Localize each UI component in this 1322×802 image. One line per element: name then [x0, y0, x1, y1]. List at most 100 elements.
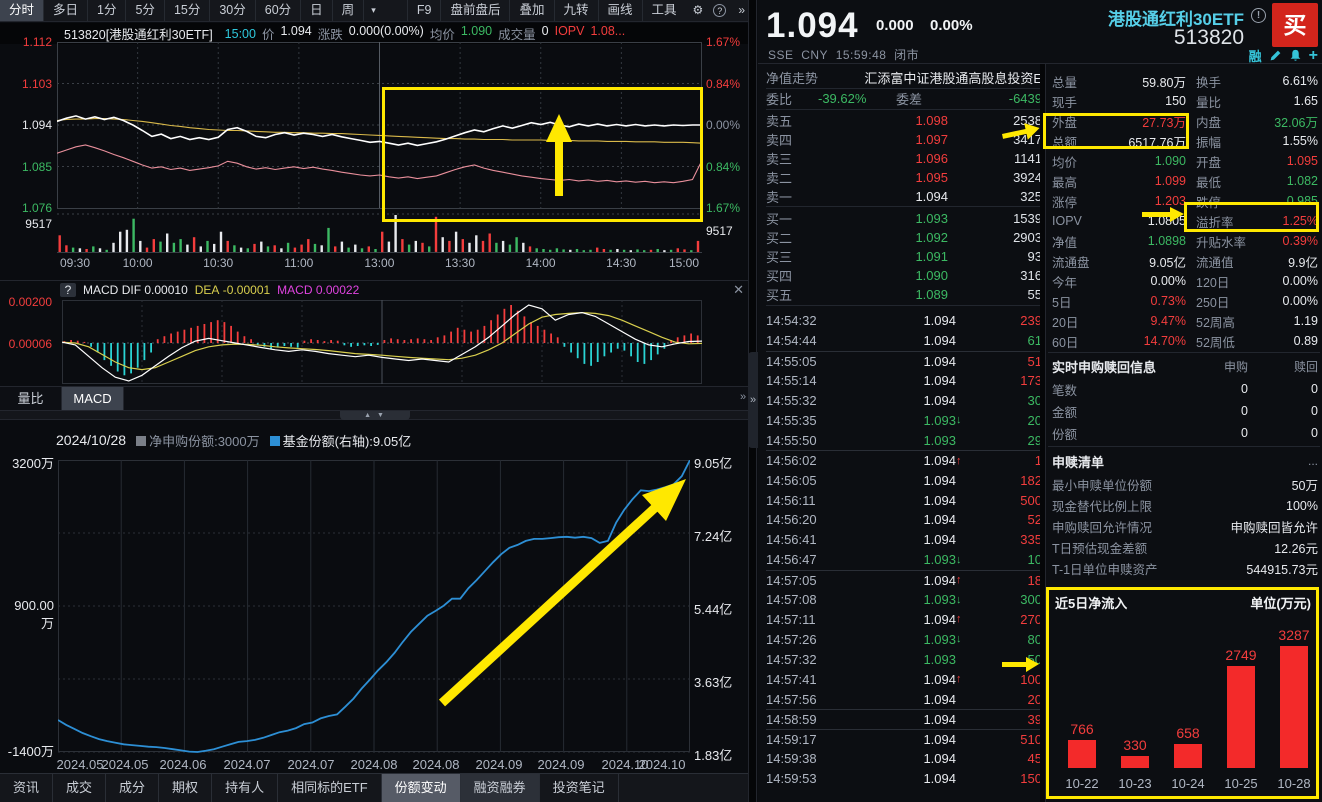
dropdown-caret-icon[interactable]: ▾	[371, 5, 376, 15]
macd-tabs-more-icon[interactable]: »	[740, 391, 747, 403]
info-icon[interactable]: !	[1251, 8, 1266, 23]
tick-row[interactable]: 14:54:44 1.094 61	[766, 331, 1042, 351]
period-tab-1分[interactable]: 1分	[88, 0, 127, 21]
tick-row[interactable]: 14:59:38 1.094 45	[766, 749, 1042, 769]
stat-value: 150	[1165, 94, 1186, 108]
period-tab-15分[interactable]: 15分	[165, 0, 211, 21]
margin-flag-icon[interactable]: 融	[1248, 49, 1262, 64]
tick-row[interactable]: 14:55:35 1.093 ↓ 20	[766, 411, 1042, 431]
toolbar-action-工具[interactable]: 工具	[641, 0, 686, 21]
tick-row[interactable]: 14:59:53 1.094 150	[766, 769, 1042, 789]
order-book-row-卖三[interactable]: 卖三 1.096 1141	[766, 149, 1042, 168]
order-book-row-买五[interactable]: 买五 1.089 55	[766, 285, 1042, 304]
order-book-row-卖一[interactable]: 卖一 1.094 325	[766, 187, 1042, 206]
tick-price: 1.094	[923, 671, 956, 687]
tick-row[interactable]: 14:57:05 1.094 ↑ 18	[766, 569, 1042, 590]
tick-row[interactable]: 14:57:26 1.093 ↓ 80	[766, 629, 1042, 649]
order-book-row-买三[interactable]: 买三 1.091 93	[766, 247, 1042, 266]
tick-row[interactable]: 14:57:32 1.093 50	[766, 649, 1042, 669]
macd-chart[interactable]	[62, 300, 702, 384]
indicator-tab-量比[interactable]: 量比	[0, 387, 62, 410]
bottom-tab-成交[interactable]: 成交	[53, 774, 107, 802]
toolbar-action-盘前盘后[interactable]: 盘前盘后	[440, 0, 509, 21]
bottom-tab-投资笔记[interactable]: 投资笔记	[540, 774, 619, 802]
share-y-right-label: 9.05亿	[694, 456, 733, 471]
tick-row[interactable]: 14:56:47 1.093 ↓ 10	[766, 550, 1042, 570]
net-inflow-panel: 近5日净流入 单位(万元) 766 10-22 330 10-23 658 10-24 27…	[1046, 587, 1319, 799]
period-tab-60分[interactable]: 60分	[256, 0, 302, 21]
tick-row[interactable]: 14:56:11 1.094 500	[766, 490, 1042, 510]
tick-row[interactable]: 14:54:32 1.094 239	[766, 311, 1042, 331]
bottom-tab-份额变动[interactable]: 份额变动	[381, 774, 461, 802]
tick-row[interactable]: 14:56:05 1.094 182	[766, 470, 1042, 490]
tick-row[interactable]: 14:58:59 1.094 39	[766, 709, 1042, 729]
stat-value: 6.61%	[1282, 74, 1318, 88]
main-x-label: 09:30	[59, 256, 91, 270]
tick-row[interactable]: 14:57:08 1.093 ↓ 300	[766, 590, 1042, 610]
order-volume: 316	[1020, 268, 1042, 283]
help-icon[interactable]: ?	[713, 4, 727, 17]
tick-row[interactable]: 14:57:41 1.094 ↑ 100	[766, 669, 1042, 689]
macd-close-icon[interactable]: ✕	[733, 282, 744, 297]
horizontal-splitter[interactable]: ▲ ▼	[0, 410, 752, 420]
tick-row[interactable]: 14:55:14 1.094 173	[766, 371, 1042, 391]
stat-label: 5日	[1052, 295, 1072, 310]
gear-icon[interactable]: ⚙	[692, 3, 704, 17]
bottom-tab-相同标的ETF[interactable]: 相同标的ETF	[278, 774, 382, 802]
intraday-chart[interactable]	[57, 42, 702, 253]
toolbar-action-画线[interactable]: 画线	[597, 0, 642, 21]
tick-row[interactable]: 14:56:02 1.094 ↑ 1	[766, 450, 1042, 470]
order-book-row-买四[interactable]: 买四 1.090 316	[766, 266, 1042, 285]
tick-row[interactable]: 14:55:32 1.094 30	[766, 391, 1042, 411]
redemption-value: 0	[1311, 426, 1318, 440]
order-book-row-卖二[interactable]: 卖二 1.095 3924	[766, 168, 1042, 187]
bell-icon[interactable]	[1289, 49, 1302, 62]
plus-icon[interactable]: +	[1308, 46, 1318, 64]
splitter-handle[interactable]: ▲ ▼	[340, 411, 410, 420]
tick-row[interactable]: 14:57:56 1.094 20	[766, 689, 1042, 709]
period-tab-分时[interactable]: 分时	[0, 0, 45, 21]
tick-row[interactable]: 14:55:50 1.093 29	[766, 430, 1042, 450]
stat-value: 1.25%	[1282, 214, 1318, 228]
macd-y-mid-label: 0.00006	[8, 337, 52, 351]
period-tab-日[interactable]: 日	[301, 0, 333, 21]
indicator-tab-MACD[interactable]: MACD	[62, 387, 124, 410]
period-tab-30分[interactable]: 30分	[210, 0, 256, 21]
bottom-tab-期权[interactable]: 期权	[159, 774, 213, 802]
period-tab-多日[interactable]: 多日	[44, 0, 89, 21]
tick-row[interactable]: 14:56:41 1.094 335	[766, 530, 1042, 550]
nav-trend-link[interactable]: 净值走势	[766, 71, 819, 86]
toolbar-action-九转[interactable]: 九转	[553, 0, 598, 21]
macd-help-icon[interactable]: ?	[60, 282, 76, 297]
order-book-row-卖四[interactable]: 卖四 1.097 3417	[766, 130, 1042, 149]
period-tab-周[interactable]: 周	[333, 0, 365, 21]
tick-volume: 45	[1027, 751, 1042, 767]
buy-button[interactable]: 买	[1272, 3, 1318, 47]
share-x-label: 2024.05	[101, 757, 149, 772]
bottom-tab-持有人[interactable]: 持有人	[212, 774, 279, 802]
bottom-tab-成分[interactable]: 成分	[106, 774, 160, 802]
order-book-row-买二[interactable]: 买二 1.092 2903	[766, 228, 1042, 247]
order-price: 1.096	[915, 151, 948, 166]
inflow-category: 10-25	[1224, 776, 1258, 791]
bottom-tab-资讯[interactable]: 资讯	[0, 774, 54, 802]
tick-row[interactable]: 14:56:20 1.094 52	[766, 510, 1042, 530]
panel-collapse-handle[interactable]: »	[748, 352, 758, 448]
fund-share-chart[interactable]	[58, 460, 690, 753]
toolbar-more-icon[interactable]: »	[738, 3, 745, 17]
tick-row[interactable]: 14:57:11 1.094 ↑ 270	[766, 610, 1042, 630]
share-y-right-label: 1.83亿	[694, 748, 733, 763]
stat-value: 0.00%	[1150, 274, 1186, 288]
toolbar-action-F9[interactable]: F9	[406, 0, 441, 21]
redeem-more[interactable]: ...	[1307, 454, 1318, 468]
tick-row[interactable]: 14:59:17 1.094 510	[766, 728, 1042, 749]
toolbar-action-叠加[interactable]: 叠加	[509, 0, 553, 21]
bottom-tab-融资融券[interactable]: 融资融券	[460, 774, 540, 802]
stat-row: 涨停 1.203 跌停 0.985	[1052, 191, 1318, 211]
inflow-bar-10-22	[1068, 739, 1096, 768]
period-tab-5分[interactable]: 5分	[126, 0, 165, 21]
order-book-row-买一[interactable]: 买一 1.093 1539	[766, 209, 1042, 228]
pencil-icon[interactable]	[1269, 49, 1282, 62]
tick-row[interactable]: 14:55:05 1.094 51	[766, 350, 1042, 371]
order-book-row-卖五[interactable]: 卖五 1.098 2538	[766, 111, 1042, 130]
